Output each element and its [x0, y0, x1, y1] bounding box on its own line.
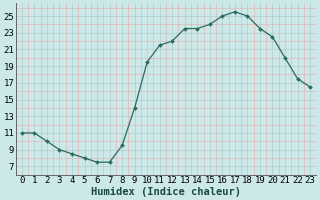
X-axis label: Humidex (Indice chaleur): Humidex (Indice chaleur) — [91, 186, 241, 197]
